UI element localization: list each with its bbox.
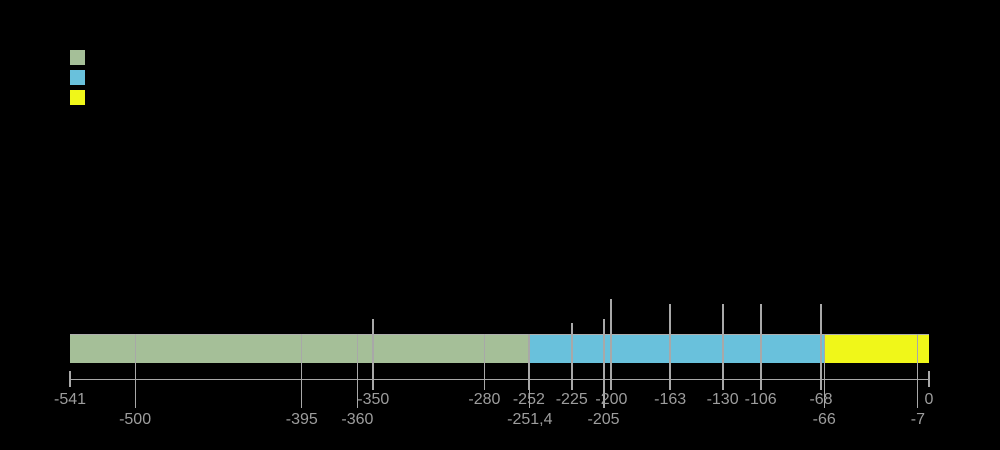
tick-line--163 [669,304,672,390]
era-segment-3 [824,334,929,363]
tick-label--280: -280 [468,391,501,408]
tick-label--225: -225 [555,391,588,408]
tick-label--500: -500 [119,411,152,428]
tick-line--280 [483,334,485,390]
tick-label--252: -252 [513,391,545,408]
tick-line-0 [928,371,930,387]
tick-label--251_4: -251,4 [507,411,553,428]
tick-label--106: -106 [744,391,777,408]
x-axis-line [70,379,929,380]
tick-label--68: -68 [809,391,833,408]
tick-label--360: -360 [341,411,374,428]
tick-line--200 [610,299,613,390]
tick-label--395: -395 [285,411,318,428]
tick-label--163: -163 [654,391,687,408]
tick-line--225 [570,323,573,390]
tick-label--130: -130 [706,391,739,408]
tick-label--200: -200 [595,391,628,408]
tick-line--106 [759,304,762,390]
tick-label--350: -350 [357,391,390,408]
tick-line--66 [823,334,825,408]
tick-line--205 [602,319,605,408]
legend-swatch-blue [70,70,85,85]
tick-line--68 [820,304,823,390]
tick-line--395 [301,334,303,408]
tick-label--66: -66 [812,411,836,428]
tick-label--541: -541 [53,391,87,408]
tick-line--350 [372,319,375,390]
legend-swatch-green [70,50,85,65]
tick-label--7: -7 [910,411,925,428]
tick-line--252 [528,334,530,390]
tick-line--541 [69,371,71,387]
tick-line--500 [134,334,136,408]
tick-line--251_4 [529,334,531,408]
tick-line--130 [721,304,724,390]
tick-line--7 [917,334,919,408]
era-segment-2 [528,334,825,363]
era-segment-1 [70,334,529,363]
tick-label-0: 0 [924,391,934,408]
tick-label--205: -205 [587,411,620,428]
tick-line--360 [356,334,358,408]
legend-swatch-yellow [70,90,85,105]
